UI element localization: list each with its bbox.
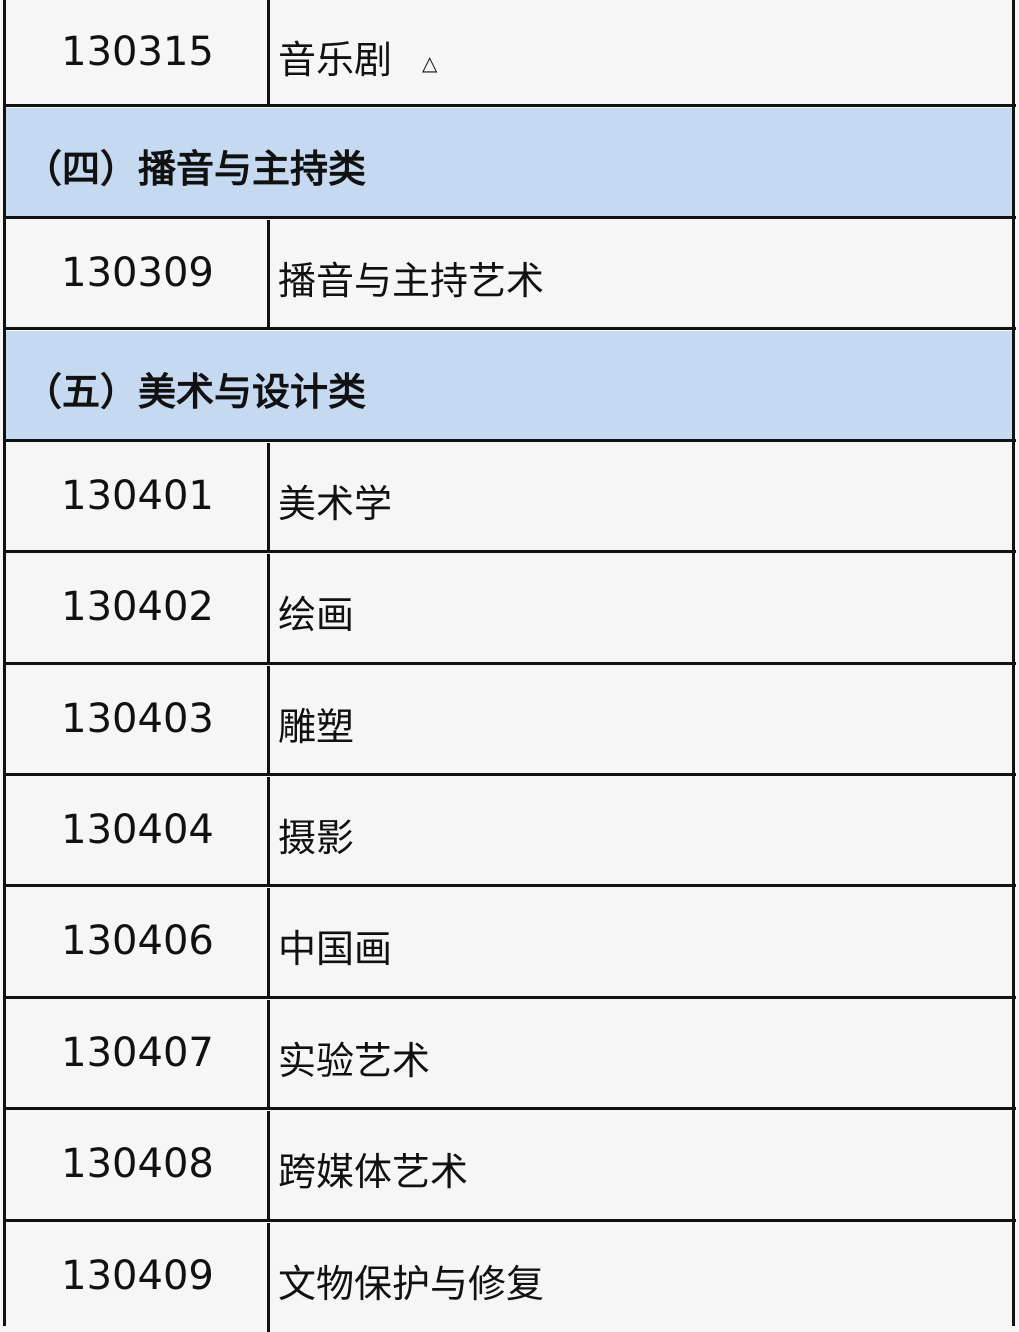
column-divider bbox=[267, 888, 270, 997]
major-name-text: 摄影 bbox=[278, 816, 355, 860]
table-row: 130315 音乐剧 △ bbox=[6, 0, 1013, 105]
major-name: 雕塑 bbox=[278, 696, 354, 751]
column-divider bbox=[267, 1000, 270, 1108]
row-divider bbox=[4, 1107, 1016, 1110]
table-border bbox=[3, 0, 6, 1326]
major-code: 130309 bbox=[61, 250, 214, 296]
column-divider bbox=[267, 777, 270, 885]
major-name: 摄影 bbox=[278, 807, 354, 862]
table-row: 130402 绘画 bbox=[6, 554, 1013, 663]
column-divider bbox=[267, 220, 270, 328]
column-divider bbox=[267, 666, 270, 774]
row-divider bbox=[4, 1219, 1016, 1222]
table-row: 130406 中国画 bbox=[6, 888, 1013, 997]
major-code: 130408 bbox=[61, 1141, 214, 1187]
major-name: 跨媒体艺术 bbox=[278, 1141, 468, 1196]
major-code: 130403 bbox=[61, 696, 214, 742]
major-name-text: 绘画 bbox=[278, 593, 355, 637]
row-divider bbox=[4, 884, 1016, 887]
table-row: 130409 文物保护与修复 bbox=[6, 1223, 1013, 1332]
major-code: 130401 bbox=[61, 473, 214, 519]
major-code: 130402 bbox=[61, 584, 214, 630]
major-name: 美术学 bbox=[278, 473, 392, 528]
table-border bbox=[1012, 0, 1015, 1326]
table-row: 130407 实验艺术 bbox=[6, 1000, 1013, 1108]
column-divider bbox=[267, 443, 270, 551]
major-name-text: 雕塑 bbox=[278, 705, 355, 749]
table-row: 130404 摄影 bbox=[6, 777, 1013, 885]
row-divider bbox=[4, 327, 1016, 330]
major-name-text: 文物保护与修复 bbox=[278, 1262, 545, 1306]
column-divider bbox=[267, 1111, 270, 1220]
major-name: 文物保护与修复 bbox=[278, 1253, 544, 1308]
major-name-text: 播音与主持艺术 bbox=[278, 259, 545, 303]
major-name: 音乐剧 △ bbox=[278, 29, 437, 84]
table-row: 130403 雕塑 bbox=[6, 666, 1013, 774]
major-name: 实验艺术 bbox=[278, 1030, 430, 1085]
category-title: （四）播音与主持类 bbox=[24, 147, 367, 191]
major-code: 130409 bbox=[61, 1253, 214, 1299]
table-row: 130408 跨媒体艺术 bbox=[6, 1111, 1013, 1220]
major-name-text: 中国画 bbox=[278, 927, 393, 971]
major-name-text: 跨媒体艺术 bbox=[278, 1150, 469, 1194]
major-name-text: 美术学 bbox=[278, 482, 393, 526]
category-row: （四）播音与主持类 bbox=[6, 108, 1013, 217]
category-row: （五）美术与设计类 bbox=[6, 331, 1013, 440]
major-name: 绘画 bbox=[278, 584, 354, 639]
major-name-text: 实验艺术 bbox=[278, 1039, 431, 1083]
table-row: 130401 美术学 bbox=[6, 443, 1013, 551]
row-divider bbox=[4, 104, 1016, 107]
triangle-mark-icon: △ bbox=[422, 50, 438, 75]
row-divider bbox=[4, 773, 1016, 776]
major-code: 130404 bbox=[61, 807, 214, 853]
row-divider bbox=[4, 662, 1016, 665]
column-divider bbox=[267, 0, 270, 105]
column-divider bbox=[267, 1223, 270, 1332]
row-divider bbox=[4, 996, 1016, 999]
major-code: 130315 bbox=[61, 29, 214, 75]
column-divider bbox=[267, 554, 270, 663]
major-name: 中国画 bbox=[278, 918, 392, 973]
major-code: 130406 bbox=[61, 918, 214, 964]
table-row: 130309 播音与主持艺术 bbox=[6, 220, 1013, 328]
category-title: （五）美术与设计类 bbox=[24, 370, 367, 414]
row-divider bbox=[4, 550, 1016, 553]
major-code: 130407 bbox=[61, 1030, 214, 1076]
major-name: 播音与主持艺术 bbox=[278, 250, 544, 305]
row-divider bbox=[4, 439, 1016, 442]
major-name-text: 音乐剧 bbox=[278, 38, 393, 82]
row-divider bbox=[4, 216, 1016, 219]
